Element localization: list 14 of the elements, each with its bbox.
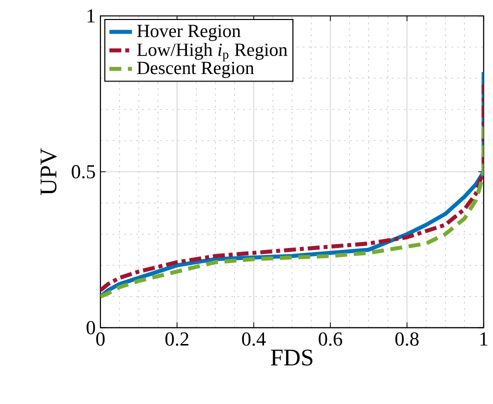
x-tick-label: 0.8 xyxy=(395,332,419,346)
legend-label: Descent Region xyxy=(137,62,254,78)
legend-label: Hover Region xyxy=(137,24,241,41)
x-tick-label: 0.2 xyxy=(165,332,188,346)
y-tick-label: 0 xyxy=(86,320,96,334)
x-tick-label: 0.4 xyxy=(242,332,266,346)
y-tick-label: 1 xyxy=(88,9,95,22)
legend-label: Low/High i$_{p}$ Region xyxy=(137,42,288,62)
y-tick-label: 0.5 xyxy=(72,164,95,178)
x-tick-label: 1 xyxy=(480,332,488,346)
x-axis-title: FDS xyxy=(270,349,312,366)
x-tick-label: 0 xyxy=(96,332,105,346)
x-tick-label: 0.6 xyxy=(318,332,342,346)
y-axis-title: UPV xyxy=(40,148,57,195)
